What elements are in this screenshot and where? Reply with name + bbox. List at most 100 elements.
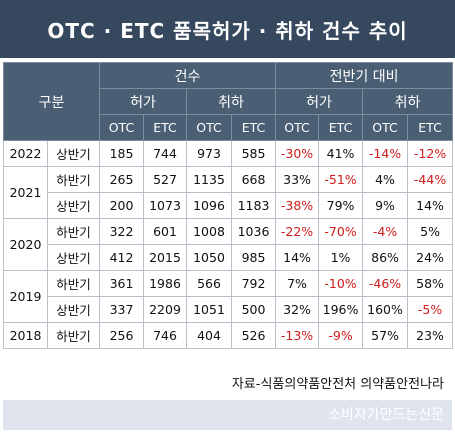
header-etc: ETC	[318, 114, 364, 141]
value-cell: 185	[99, 140, 145, 167]
value-cell: 33%	[275, 166, 320, 193]
data-table: 구분 건수 전반기 대비 허가 취하 허가 취하 OTC ETC OTC ETC…	[2, 62, 454, 349]
value-cell: 985	[231, 244, 277, 271]
year-cell: 2022	[3, 140, 48, 167]
value-cell: 566	[186, 270, 233, 297]
header-compare-withdraw: 취하	[362, 88, 454, 115]
value-cell: 404	[186, 322, 233, 349]
footer-brand: 소비자가만드는신문	[328, 407, 444, 423]
header-etc: ETC	[231, 114, 277, 141]
value-cell: 200	[99, 192, 145, 219]
value-cell: 1%	[318, 244, 364, 271]
header-otc: OTC	[99, 114, 145, 141]
header-otc: OTC	[362, 114, 409, 141]
table-row: 2022 상반기 185 744 973 585 -30% 41% -14% -12%	[3, 140, 454, 167]
header-category: 구분	[2, 62, 101, 141]
value-cell: -51%	[318, 166, 364, 193]
value-cell: 746	[143, 322, 188, 349]
value-cell: 744	[143, 140, 188, 167]
value-cell: 601	[143, 218, 188, 245]
value-cell: 1073	[143, 192, 188, 219]
value-cell: 585	[231, 140, 277, 167]
value-cell: -12%	[407, 140, 454, 167]
value-cell: 500	[231, 296, 277, 323]
half-cell: 하반기	[46, 270, 101, 297]
half-cell: 상반기	[46, 192, 101, 219]
value-cell: -4%	[362, 218, 409, 245]
table-row: 2018 하반기 256 746 404 526 -13% -9% 57% 23%	[3, 322, 454, 349]
header-count-withdraw: 취하	[186, 88, 277, 115]
half-cell: 하반기	[46, 166, 101, 193]
source-text: 자료-식품의약품안전처 의약품안전나라	[231, 377, 444, 392]
header-compare-approve: 허가	[275, 88, 364, 115]
value-cell: 361	[99, 270, 145, 297]
value-cell: 256	[99, 322, 145, 349]
value-cell: 14%	[275, 244, 320, 271]
year-cell: 2019	[3, 270, 48, 323]
value-cell: 1135	[186, 166, 233, 193]
value-cell: 2015	[143, 244, 188, 271]
half-cell: 상반기	[46, 296, 101, 323]
year-cell: 2018	[3, 322, 48, 349]
value-cell: 41%	[318, 140, 364, 167]
value-cell: 527	[143, 166, 188, 193]
table-row: 2021 하반기 265 527 1135 668 33% -51% 4% -44%	[3, 166, 454, 219]
value-cell: 196%	[318, 296, 364, 323]
table-row: 2020 하반기 322 601 1008 1036 -22% -70% -4% 5%	[3, 218, 454, 271]
value-cell: -10%	[318, 270, 364, 297]
table-row: 2019 하반기 361 1986 566 792 7% -10% -46% 58%	[3, 270, 454, 323]
value-cell: -9%	[318, 322, 364, 349]
half-cell: 하반기	[46, 218, 101, 245]
value-cell: -70%	[318, 218, 364, 245]
value-cell: 265	[99, 166, 145, 193]
value-cell: 2209	[143, 296, 188, 323]
value-cell: 7%	[275, 270, 320, 297]
value-cell: 58%	[407, 270, 454, 297]
half-cell: 상반기	[46, 140, 101, 167]
value-cell: 9%	[362, 192, 409, 219]
value-cell: -44%	[407, 166, 454, 193]
header-etc: ETC	[143, 114, 188, 141]
value-cell: 14%	[407, 192, 454, 219]
value-cell: -14%	[362, 140, 409, 167]
value-cell: -46%	[362, 270, 409, 297]
table-row: 상반기 200 1073 1096 1183 -38% 79% 9% 14%	[4, 192, 454, 219]
value-cell: 792	[231, 270, 277, 297]
value-cell: 1008	[186, 218, 233, 245]
value-cell: 24%	[407, 244, 454, 271]
table-title: OTC · ETC 품목허가 · 취하 건수 추이	[0, 0, 455, 58]
value-cell: 57%	[362, 322, 409, 349]
value-cell: 668	[231, 166, 277, 193]
value-cell: 79%	[318, 192, 364, 219]
value-cell: -5%	[407, 296, 454, 323]
table-row: 상반기 412 2015 1050 985 14% 1% 86% 24%	[4, 244, 454, 271]
footer-bar: 소비자가만드는신문	[3, 400, 452, 430]
value-cell: 337	[99, 296, 145, 323]
value-cell: 1986	[143, 270, 188, 297]
table-row: 상반기 337 2209 1051 500 32% 196% 160% -5%	[4, 296, 454, 323]
value-cell: 322	[99, 218, 145, 245]
value-cell: 1036	[231, 218, 277, 245]
half-cell: 상반기	[46, 244, 101, 271]
value-cell: 4%	[362, 166, 409, 193]
half-cell: 하반기	[46, 322, 101, 349]
value-cell: -13%	[275, 322, 320, 349]
header-compare: 전반기 대비	[275, 62, 454, 89]
value-cell: -22%	[275, 218, 320, 245]
value-cell: 526	[231, 322, 277, 349]
value-cell: 86%	[362, 244, 409, 271]
value-cell: 1183	[231, 192, 277, 219]
year-cell: 2021	[3, 166, 48, 219]
year-cell: 2020	[3, 218, 48, 271]
value-cell: 1050	[186, 244, 233, 271]
source-note: 자료-식품의약품안전처 의약품안전나라	[3, 373, 452, 397]
value-cell: -30%	[275, 140, 320, 167]
value-cell: 973	[186, 140, 233, 167]
value-cell: 160%	[362, 296, 409, 323]
value-cell: 5%	[407, 218, 454, 245]
header-etc: ETC	[407, 114, 454, 141]
header-otc: OTC	[275, 114, 320, 141]
header-count-approve: 허가	[99, 88, 188, 115]
header-otc: OTC	[186, 114, 233, 141]
value-cell: 412	[99, 244, 145, 271]
